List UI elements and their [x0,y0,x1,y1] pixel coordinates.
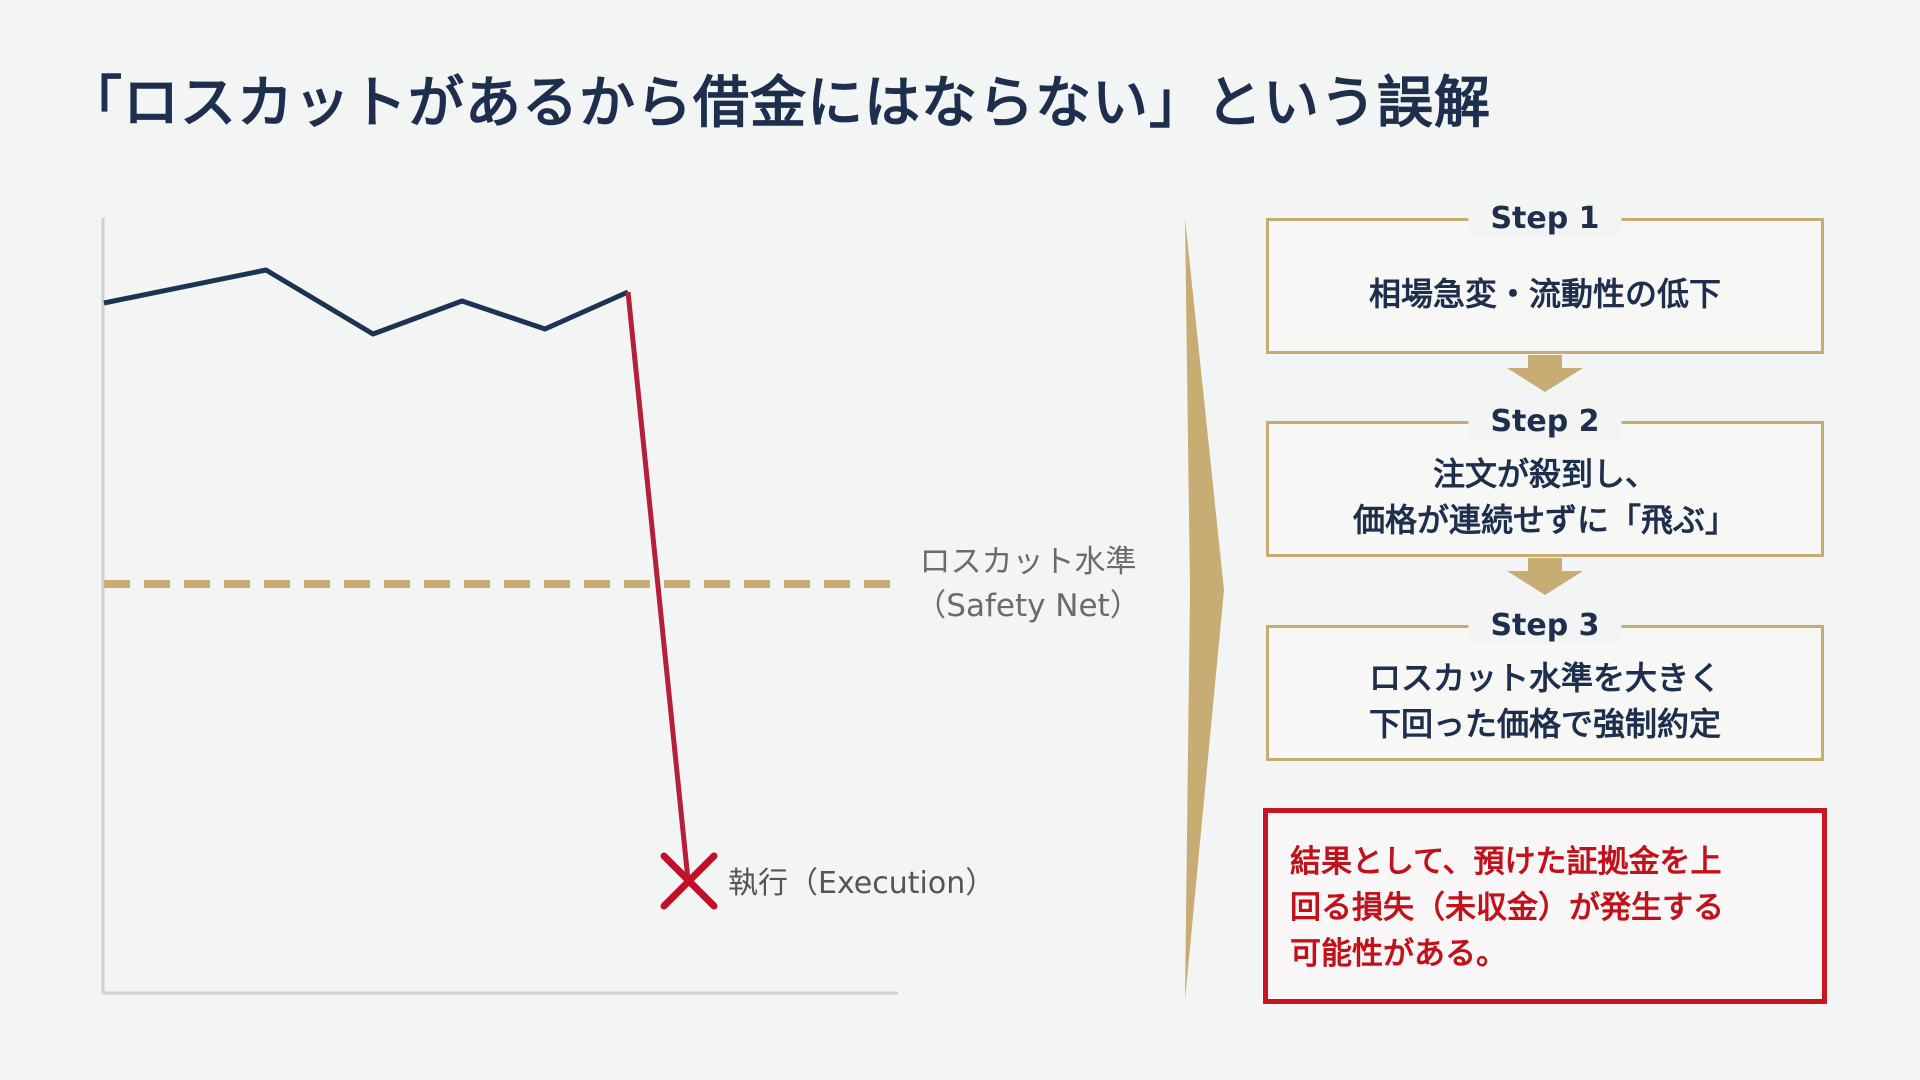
step-text-line: 価格が連続せずに「飛ぶ」 [1352,501,1737,539]
step-tag: Step 1 [1468,201,1622,237]
execution-label: 執行（Execution） [728,866,996,901]
step-1-box: Step 1 相場急変・流動性の低下 [1266,201,1824,354]
step-text-line: ロスカット水準を大きく [1368,659,1721,697]
step-tag: Step 3 [1468,608,1622,644]
arrow-down-icon [1507,355,1583,392]
result-callout: 結果として、預けた証拠金を上 回る損失（未収金）が発生する 可能性がある。 [1263,808,1827,1004]
chevron-divider-icon [1185,218,1224,1000]
safety-net-label-line: （Safety Net） [915,588,1141,624]
step-text-line: 下回った価格で強制約定 [1368,705,1721,743]
result-line: 可能性がある。 [1290,936,1507,972]
crash-line [625,291,691,881]
step-text-line: 相場急変・流動性の低下 [1368,275,1721,313]
execution-x-icon [660,852,718,910]
step-text: ロスカット水準を大きく 下回った価格で強制約定 [1369,639,1721,747]
result-line: 回る損失（未収金）が発生する [1290,890,1724,926]
page-title: 「ロスカットがあるから借金にはならない」という誤解 [66,70,1491,136]
safety-net-label: ロスカット水準 （Safety Net） [908,540,1148,628]
step-3-box: Step 3 ロスカット水準を大きく 下回った価格で強制約定 [1266,608,1824,761]
arrow-down-icon [1507,558,1583,595]
step-text-line: 注文が殺到し、 [1432,455,1657,493]
price-line [103,267,630,337]
step-2-box: Step 2 注文が殺到し、 価格が連続せずに「飛ぶ」 [1266,404,1824,557]
step-text: 相場急変・流動性の低下 [1369,255,1721,317]
step-tag: Step 2 [1468,404,1622,440]
step-text: 注文が殺到し、 価格が連続せずに「飛ぶ」 [1353,435,1737,543]
result-line: 結果として、預けた証拠金を上 [1290,844,1722,880]
safety-net-label-line: ロスカット水準 [919,544,1137,580]
